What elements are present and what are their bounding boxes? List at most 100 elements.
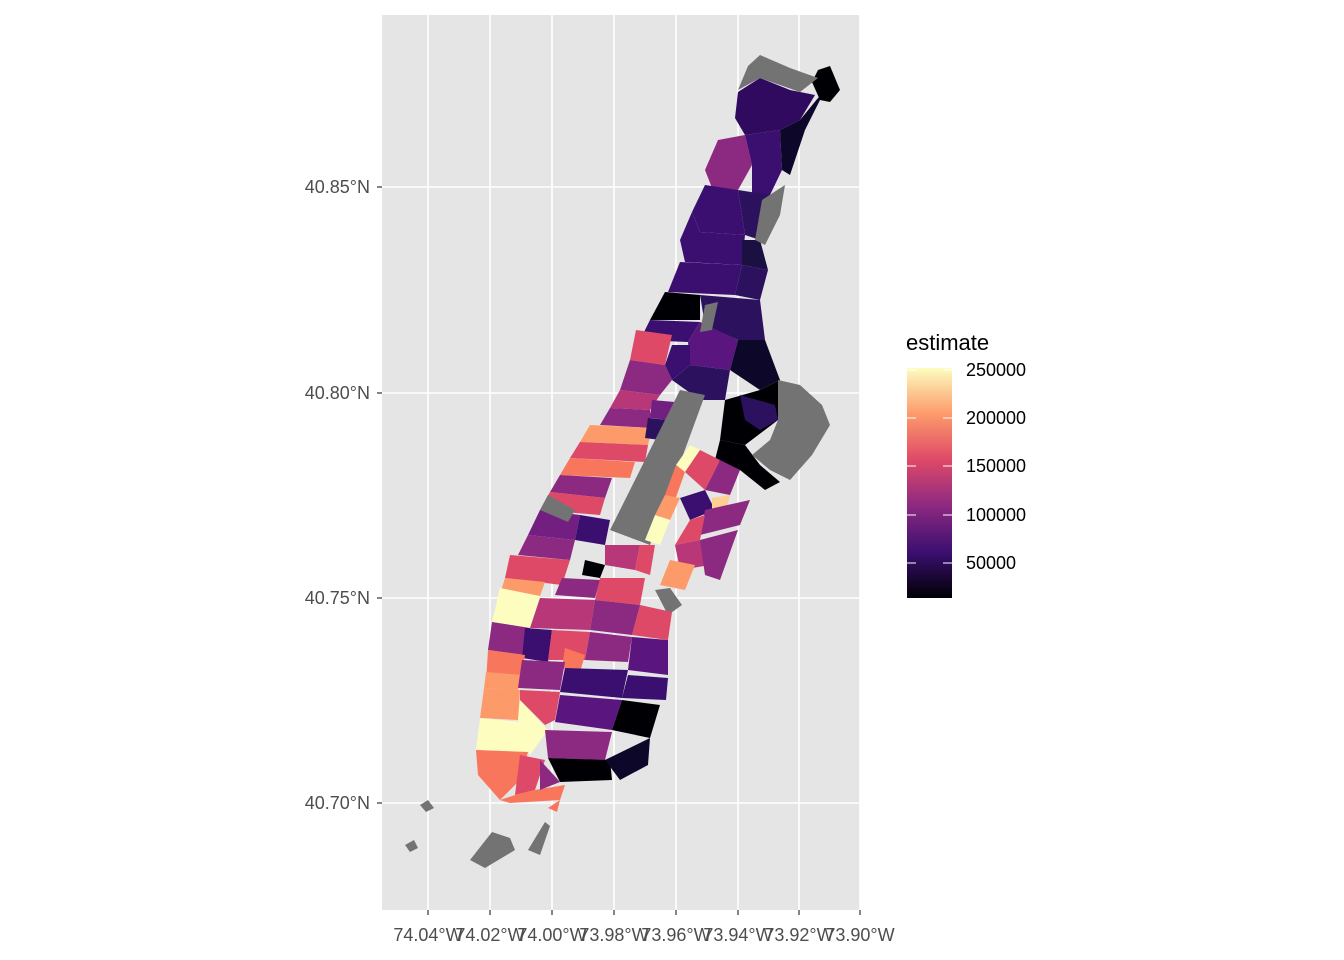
tract: [650, 292, 700, 320]
tract: [672, 365, 730, 400]
tract: [520, 690, 560, 725]
tract: [745, 130, 782, 195]
tract: [742, 240, 768, 270]
x-tick-label: 73.90°W: [825, 925, 894, 945]
tract: [476, 750, 528, 800]
tract: [582, 560, 605, 578]
tract: [500, 785, 565, 803]
x-axis-labels: 74.04°W 74.02°W 74.00°W 73.98°W 73.96°W …: [393, 925, 894, 945]
legend-label: 250000: [966, 360, 1026, 380]
axis-ticks: [377, 186, 861, 915]
tract: [605, 738, 650, 780]
tract: [518, 700, 548, 755]
legend-label: 100000: [966, 505, 1026, 525]
tract: [560, 458, 635, 478]
tract: [522, 628, 552, 662]
tract: [700, 500, 750, 535]
tract: [540, 495, 575, 522]
legend-label: 50000: [966, 553, 1016, 573]
tract: [628, 637, 668, 675]
tract: [645, 515, 670, 545]
liberty-island: [420, 800, 434, 812]
manhattan-tracts: [476, 66, 840, 803]
tract: [655, 495, 680, 520]
tract: [600, 408, 652, 428]
tract: [655, 588, 682, 615]
tract: [620, 360, 672, 395]
tract: [605, 545, 640, 570]
tract: [480, 688, 520, 720]
tract: [705, 460, 740, 495]
tract: [555, 695, 622, 730]
y-tick-label: 40.80°N: [305, 383, 370, 403]
tract: [610, 390, 660, 410]
y-tick-label: 40.75°N: [305, 588, 370, 608]
tract: [585, 632, 632, 662]
tract: [580, 425, 652, 445]
tract: [595, 578, 645, 605]
tract: [735, 78, 815, 135]
tract: [812, 66, 840, 102]
tract: [632, 605, 672, 640]
y-tick-label: 40.70°N: [305, 793, 370, 813]
x-tick-label: 73.98°W: [579, 925, 648, 945]
tract: [676, 445, 700, 472]
legend-title: estimate: [906, 330, 989, 355]
x-tick-label: 74.02°W: [455, 925, 524, 945]
tract: [715, 440, 780, 490]
tract: [688, 322, 738, 370]
tract: [700, 530, 738, 580]
east-river-island: [752, 380, 830, 480]
central-park: [610, 390, 705, 545]
tract: [612, 700, 660, 738]
tract: [590, 600, 640, 635]
na-area-red: [548, 800, 560, 812]
legend: estimate 250000 200000 150000 100000 500…: [906, 330, 1026, 598]
tract: [630, 330, 672, 365]
tract: [780, 85, 832, 175]
tract: [570, 442, 648, 462]
tract: [635, 545, 655, 575]
tract: [668, 262, 742, 295]
tract: [540, 760, 560, 790]
x-tick-label: 73.92°W: [764, 925, 833, 945]
legend-ticks: [907, 369, 952, 564]
tract: [560, 668, 628, 698]
tract: [692, 185, 745, 235]
tract: [530, 598, 595, 630]
tract: [740, 395, 778, 430]
y-axis-labels: 40.85°N 40.80°N 40.75°N 40.70°N: [305, 177, 370, 813]
tract: [550, 475, 612, 498]
tract: [505, 555, 570, 585]
legend-label: 150000: [966, 456, 1026, 476]
na-areas: [405, 55, 830, 868]
na-area: [528, 822, 550, 855]
tract: [518, 535, 575, 560]
x-tick-label: 73.94°W: [703, 925, 772, 945]
tract: [545, 730, 612, 760]
tract: [548, 758, 612, 782]
ellis-island: [405, 840, 418, 852]
tract: [622, 675, 668, 700]
tract: [705, 135, 752, 190]
na-area: [700, 302, 718, 332]
x-tick-label: 74.00°W: [517, 925, 586, 945]
tract: [730, 340, 780, 390]
tract: [548, 630, 590, 660]
tract: [645, 418, 668, 440]
harlem-river-strip: [755, 185, 785, 245]
tract: [518, 660, 565, 690]
tract: [515, 755, 545, 795]
tract: [555, 578, 600, 598]
governors-island: [470, 832, 515, 868]
tract: [575, 515, 610, 545]
legend-colorbar: [907, 368, 952, 598]
northern-tip: [738, 55, 818, 92]
y-tick-label: 40.85°N: [305, 177, 370, 197]
tract: [488, 622, 530, 655]
tract: [484, 672, 522, 690]
x-tick-label: 74.04°W: [393, 925, 462, 945]
tract: [492, 588, 540, 628]
tract: [685, 450, 720, 490]
